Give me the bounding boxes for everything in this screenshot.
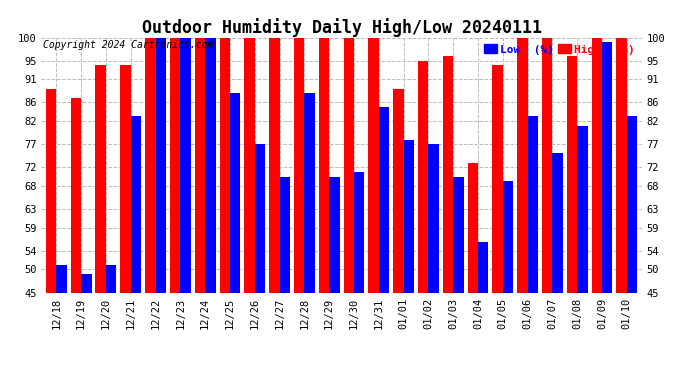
Bar xyxy=(219,38,230,292)
Bar xyxy=(170,38,180,292)
Bar xyxy=(120,65,130,292)
Bar xyxy=(453,177,464,292)
Bar xyxy=(404,140,414,292)
Bar xyxy=(616,38,627,292)
Bar xyxy=(354,172,364,292)
Bar xyxy=(180,38,190,292)
Bar xyxy=(379,107,389,292)
Bar xyxy=(418,61,428,292)
Bar xyxy=(468,163,478,292)
Bar xyxy=(244,38,255,292)
Bar xyxy=(393,88,404,292)
Bar xyxy=(46,88,57,292)
Bar xyxy=(602,42,613,292)
Bar xyxy=(155,38,166,292)
Bar xyxy=(443,56,453,292)
Bar xyxy=(57,265,67,292)
Bar xyxy=(578,126,588,292)
Bar xyxy=(230,93,240,292)
Bar xyxy=(195,38,205,292)
Bar xyxy=(329,177,339,292)
Bar xyxy=(528,116,538,292)
Bar xyxy=(269,38,279,292)
Title: Outdoor Humidity Daily High/Low 20240111: Outdoor Humidity Daily High/Low 20240111 xyxy=(141,18,542,38)
Bar xyxy=(591,38,602,292)
Legend: Low  (%), High  (%): Low (%), High (%) xyxy=(482,43,636,56)
Bar xyxy=(205,38,215,292)
Bar xyxy=(70,98,81,292)
Bar xyxy=(106,265,117,292)
Bar xyxy=(503,181,513,292)
Bar xyxy=(493,65,503,292)
Bar xyxy=(95,65,106,292)
Bar xyxy=(344,38,354,292)
Bar xyxy=(294,38,304,292)
Bar xyxy=(553,153,563,292)
Bar xyxy=(81,274,92,292)
Bar xyxy=(368,38,379,292)
Bar xyxy=(478,242,489,292)
Bar xyxy=(145,38,155,292)
Bar xyxy=(279,177,290,292)
Bar xyxy=(255,144,265,292)
Text: Copyright 2024 Cartronics.com: Copyright 2024 Cartronics.com xyxy=(43,40,213,50)
Bar xyxy=(566,56,578,292)
Bar xyxy=(428,144,439,292)
Bar xyxy=(304,93,315,292)
Bar xyxy=(319,38,329,292)
Bar xyxy=(542,38,553,292)
Bar xyxy=(130,116,141,292)
Bar xyxy=(518,38,528,292)
Bar xyxy=(627,116,638,292)
